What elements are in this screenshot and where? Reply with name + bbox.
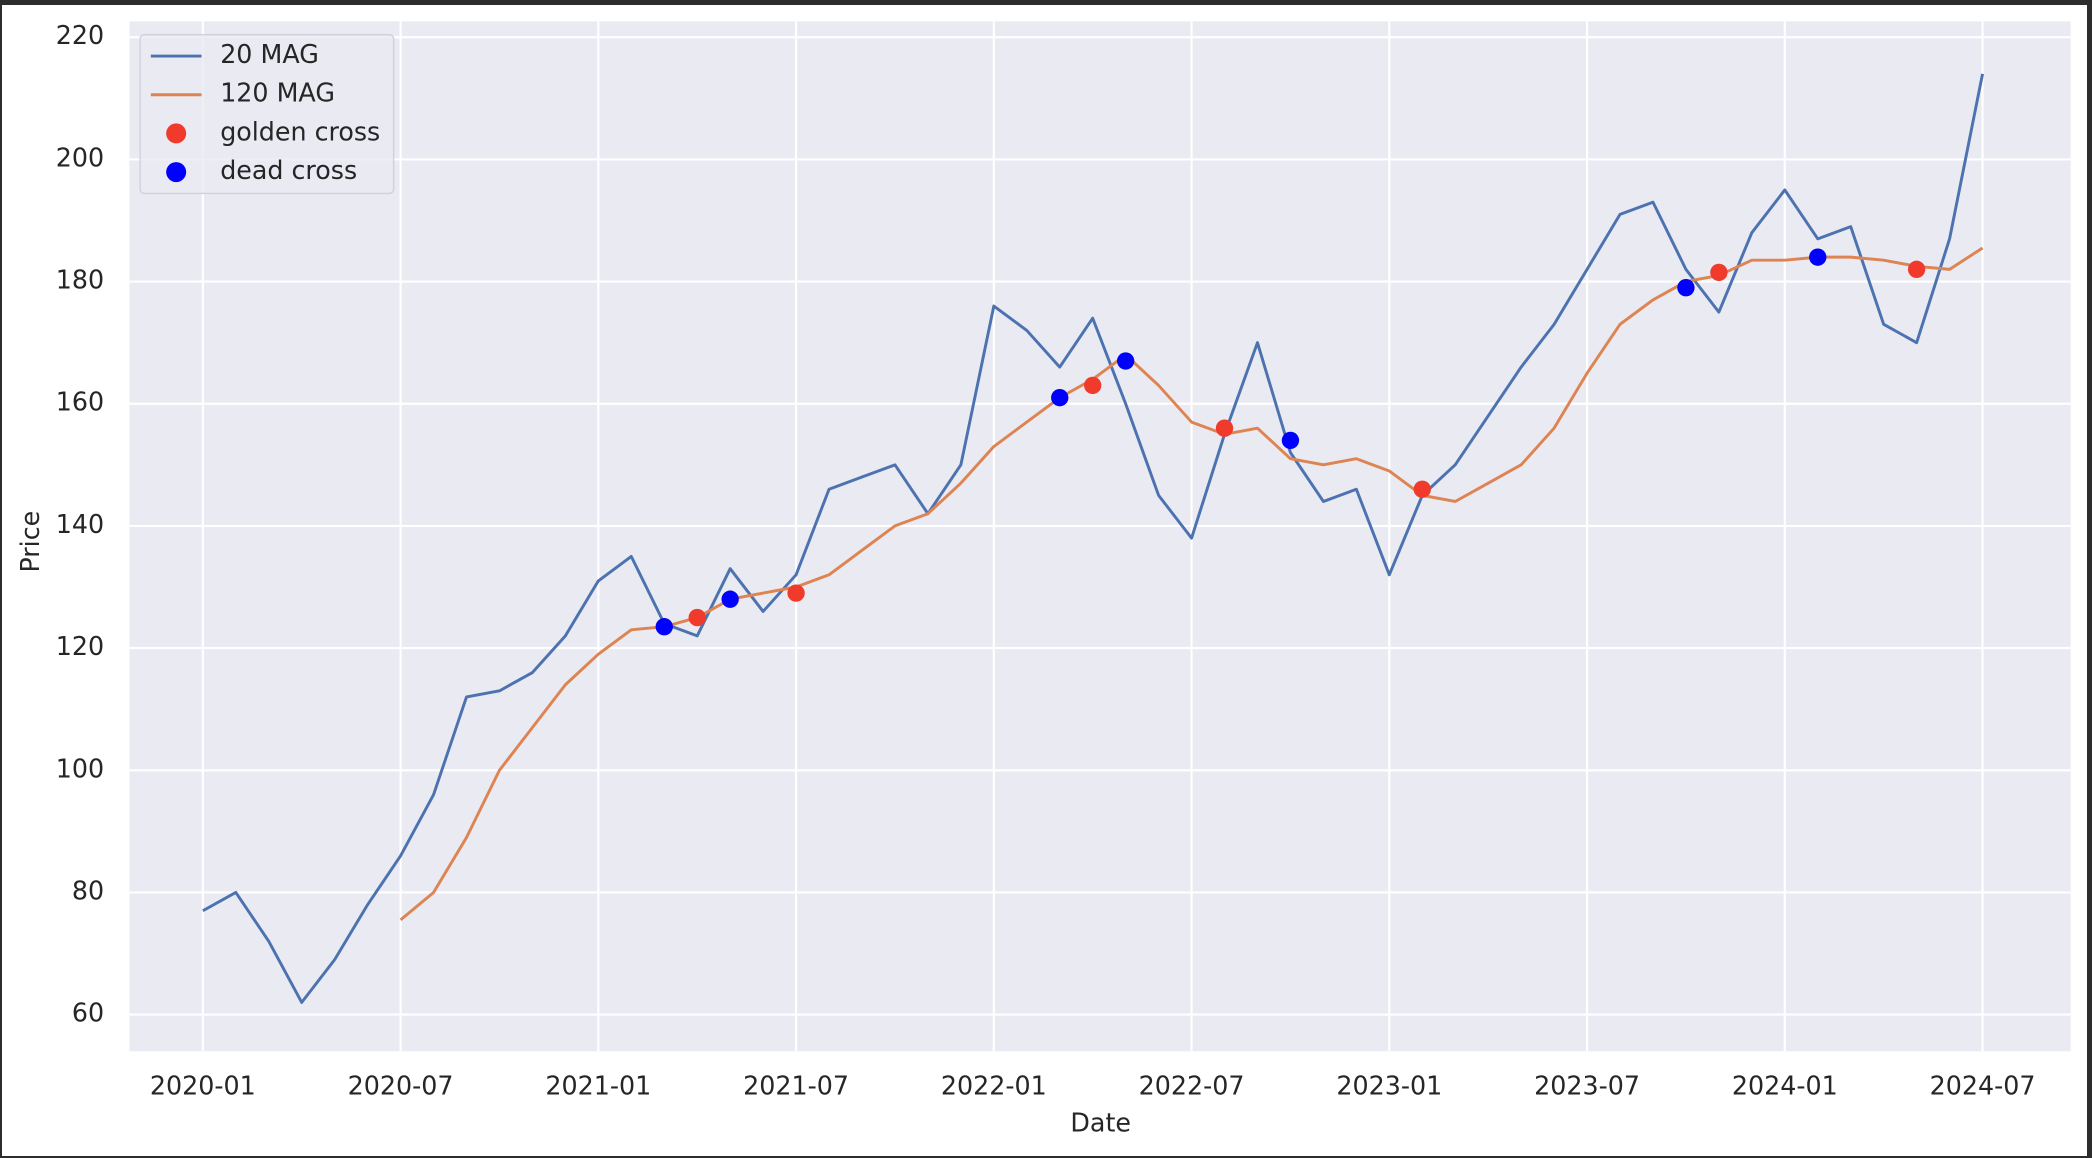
legend-label: 120 MAG <box>220 78 335 108</box>
grid <box>129 21 2071 1052</box>
y-tick-label: 120 <box>56 631 104 661</box>
cross-point <box>1710 263 1728 282</box>
x-tick-label: 2022-07 <box>1139 1070 1245 1100</box>
legend-label: 20 MAG <box>220 39 319 69</box>
x-tick-label: 2024-01 <box>1732 1070 1838 1100</box>
plot-area <box>129 21 2071 1052</box>
cross-point <box>1215 419 1234 437</box>
x-axis-label: Date <box>1070 1108 1131 1138</box>
line <box>202 73 1984 1004</box>
cross-point <box>1084 376 1102 395</box>
x-tick-label: 2023-01 <box>1336 1070 1442 1100</box>
x-tick-label: 2023-07 <box>1534 1070 1640 1100</box>
cross-point <box>655 618 673 636</box>
y-tick-label: 100 <box>56 753 104 783</box>
cross-point <box>787 584 805 602</box>
y-tick-label: 220 <box>56 20 104 50</box>
x-tick-label: 2020-01 <box>150 1070 256 1100</box>
cross-point <box>1116 352 1135 370</box>
y-tick-label: 140 <box>56 509 104 539</box>
legend-label: dead cross <box>220 155 357 185</box>
x-tick-label: 2021-01 <box>545 1070 651 1100</box>
cross-point <box>1907 260 1926 279</box>
y-tick-label: 160 <box>56 387 104 417</box>
legend-label: golden cross <box>220 116 380 146</box>
cross-point <box>1413 480 1431 498</box>
x-tick-label: 2020-07 <box>348 1070 454 1100</box>
x-tick-label: 2022-01 <box>941 1070 1047 1100</box>
cross-point <box>1677 279 1695 297</box>
cross-point <box>721 590 739 608</box>
cross-point <box>1051 388 1069 407</box>
y-tick-label: 180 <box>56 265 104 295</box>
y-tick-label: 80 <box>72 875 104 905</box>
legend-box <box>139 34 395 195</box>
cross-point <box>1809 248 1827 266</box>
legend: 20 MAG 120 MAG golden cross dead cross <box>139 34 395 195</box>
legend-swatch <box>166 162 187 183</box>
cross-point <box>688 608 706 627</box>
y-tick-label: 200 <box>56 142 104 172</box>
cross-point <box>1281 431 1300 450</box>
y-axis-label: Price <box>15 511 45 573</box>
x-tick-label: 2021-07 <box>743 1070 849 1100</box>
x-tick-label: 2024-07 <box>1930 1070 2036 1100</box>
marks <box>202 73 1984 1004</box>
y-tick-label: 60 <box>72 998 104 1028</box>
legend-swatch <box>166 123 187 144</box>
